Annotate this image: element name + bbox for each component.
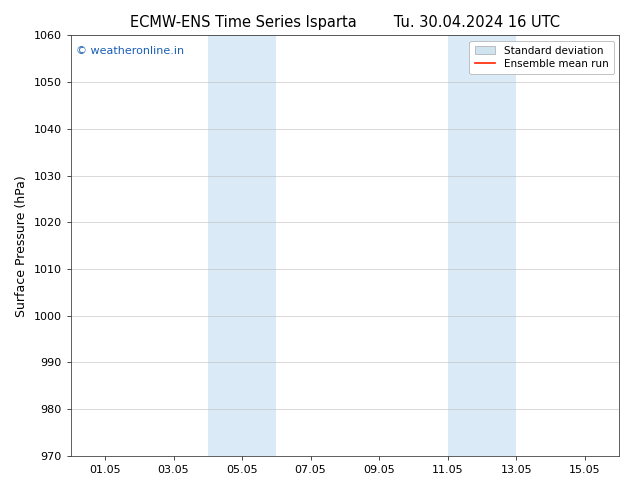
Bar bbox=[448, 35, 516, 456]
Text: © weatheronline.in: © weatheronline.in bbox=[76, 46, 184, 56]
Y-axis label: Surface Pressure (hPa): Surface Pressure (hPa) bbox=[15, 175, 28, 317]
Legend: Standard deviation, Ensemble mean run: Standard deviation, Ensemble mean run bbox=[469, 41, 614, 74]
Title: ECMW-ENS Time Series Isparta        Tu. 30.04.2024 16 UTC: ECMW-ENS Time Series Isparta Tu. 30.04.2… bbox=[130, 15, 560, 30]
Bar bbox=[208, 35, 276, 456]
